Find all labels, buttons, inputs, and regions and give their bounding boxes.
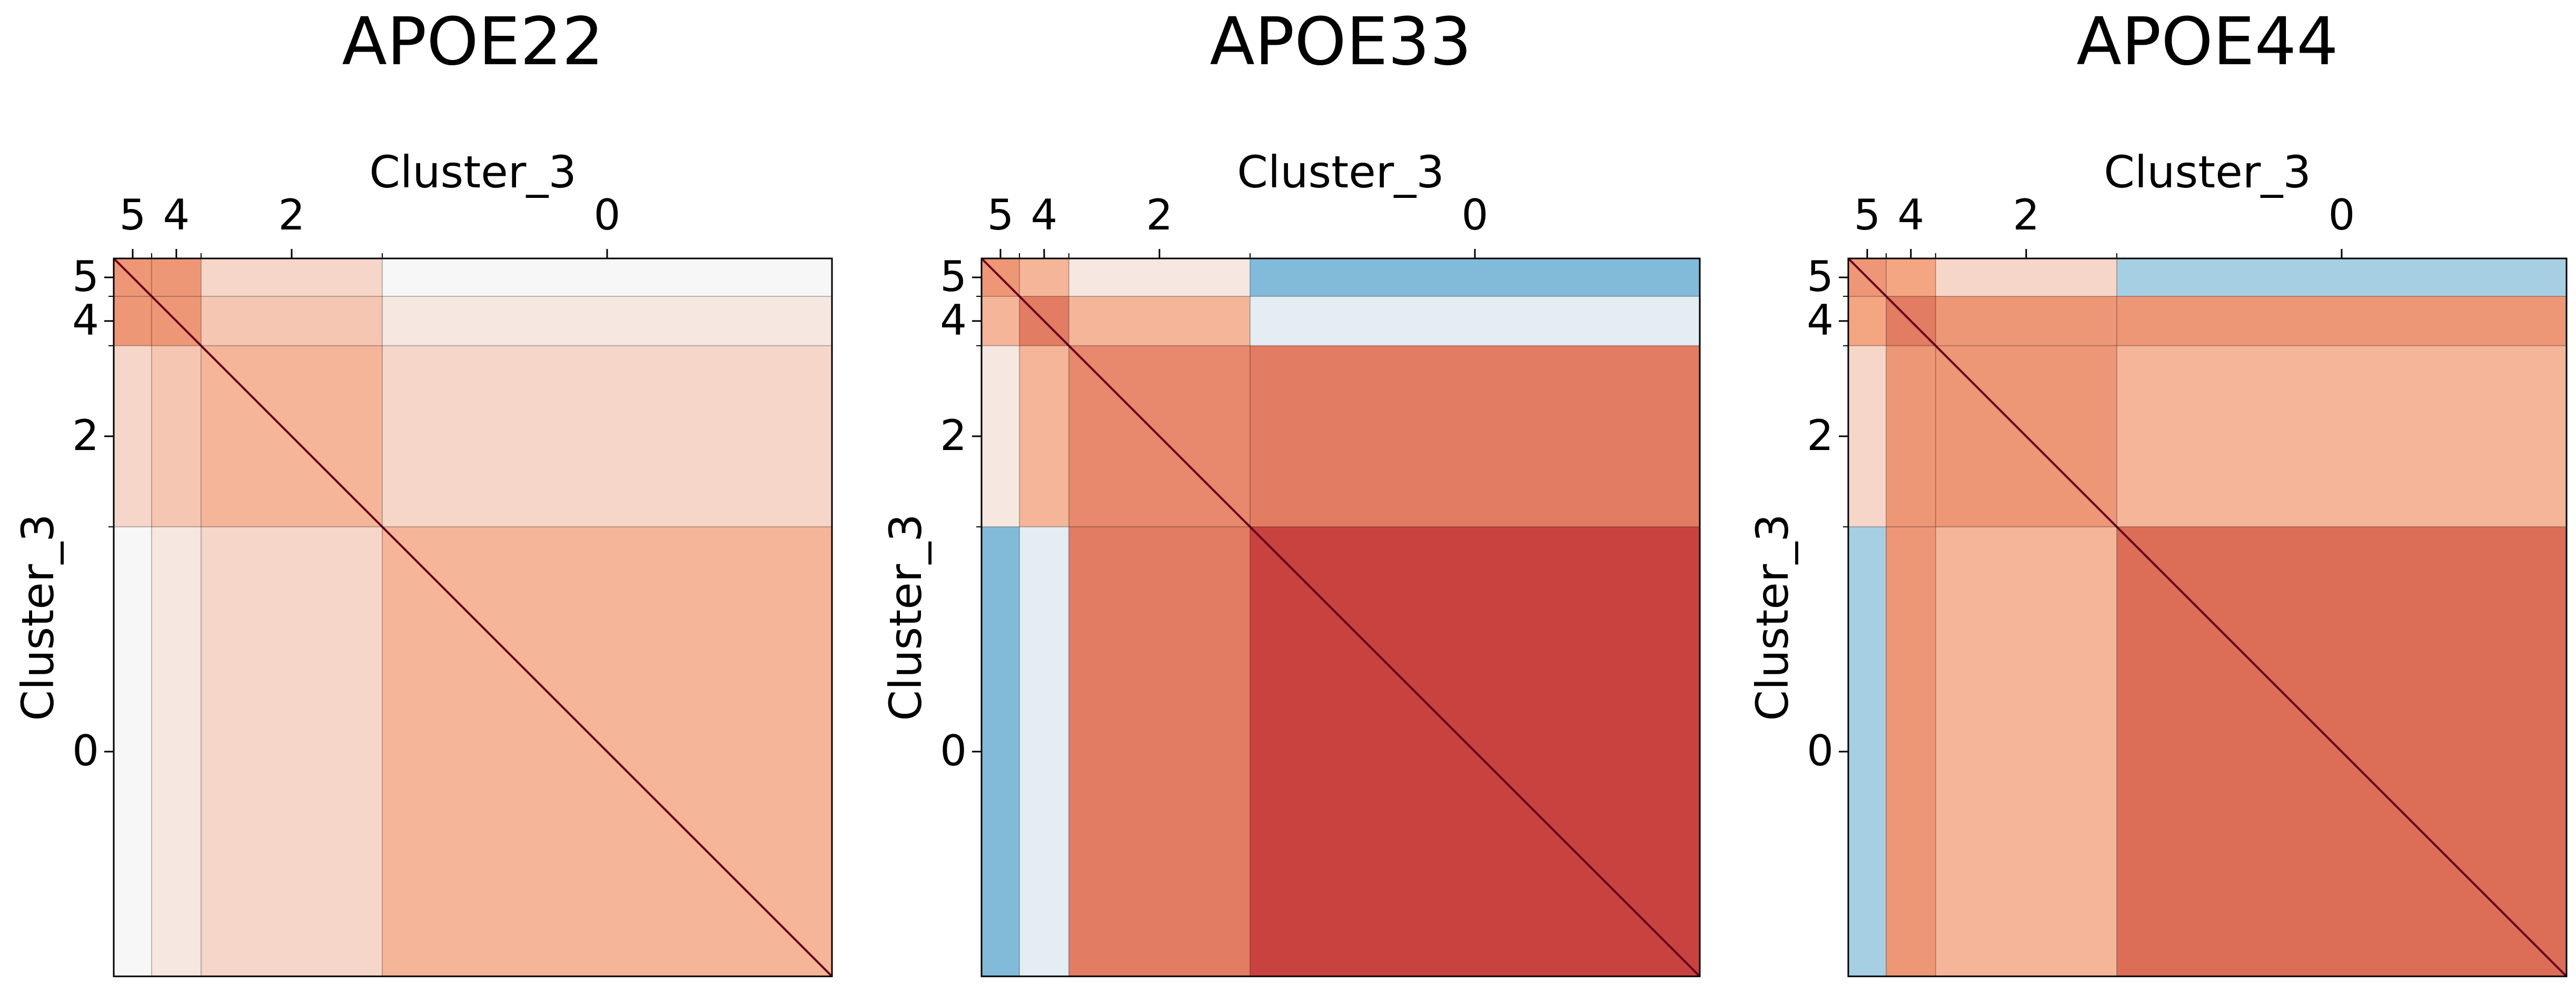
x-tick-label: 4 <box>1897 191 1924 239</box>
diagonal <box>980 257 1701 977</box>
plot-frame <box>1847 257 2568 977</box>
y-tick-label: 0 <box>1807 726 1834 775</box>
heatmap-cell <box>1068 526 1251 977</box>
y-tick-label: 4 <box>72 296 99 345</box>
heatmap-cell <box>382 296 833 346</box>
heatmap-cell <box>1068 296 1251 346</box>
y-tick-label: 0 <box>72 726 99 775</box>
y-tick-label: 0 <box>940 726 967 775</box>
chart-title: APOE44 <box>2076 4 2338 80</box>
heatmap-cell <box>1848 526 1887 977</box>
heatmap-cell <box>1848 345 1887 527</box>
x-tick-label: 2 <box>1146 191 1173 239</box>
heatmap-cell <box>201 296 383 346</box>
heatmap-cell <box>114 526 152 977</box>
heatmap-cell <box>2116 258 2567 297</box>
heatmap-cell <box>201 258 383 297</box>
x-axis-label: Cluster_3 <box>1237 146 1444 198</box>
heatmap-cell <box>1935 526 2117 977</box>
heatmap-cell <box>151 345 202 527</box>
heatmap-cell <box>1886 345 1936 527</box>
x-tick-label: 0 <box>1462 191 1489 239</box>
x-tick-label: 4 <box>163 191 190 239</box>
heatmap-cell <box>1250 345 1700 527</box>
y-tick-label: 5 <box>1807 252 1834 301</box>
diagonal <box>113 257 833 977</box>
x-tick-label: 2 <box>2013 191 2039 239</box>
heatmap-cell <box>151 258 202 297</box>
plot-frame <box>113 257 833 977</box>
heatmap-cell <box>982 345 1020 527</box>
x-tick-label: 4 <box>1031 191 1057 239</box>
heatmap-cell <box>1886 258 1936 297</box>
y-tick-label: 5 <box>72 252 99 301</box>
heatmap-cell <box>982 526 1020 977</box>
x-tick-label: 2 <box>278 191 305 239</box>
heatmap-cell <box>2116 345 2567 527</box>
heatmap-cell <box>1019 345 1069 527</box>
x-tick-label: 5 <box>1854 191 1881 239</box>
heatmap-cell <box>151 526 202 977</box>
heatmap-cell <box>382 345 833 527</box>
heatmap-cell <box>2116 296 2567 346</box>
heatmap-cell <box>114 296 152 346</box>
heatmap-cell <box>201 526 383 977</box>
y-tick-label: 2 <box>72 411 99 460</box>
heatmap-cell <box>1068 258 1251 297</box>
x-tick-label: 5 <box>120 191 146 239</box>
plot-frame <box>980 257 1701 977</box>
heatmap-cell <box>1019 258 1069 297</box>
heatmap-cell <box>114 345 152 527</box>
x-tick-label: 0 <box>594 191 621 239</box>
heatmap-cell <box>1935 258 2117 297</box>
heatmap-cell <box>1250 258 1700 297</box>
y-tick-label: 2 <box>940 411 967 460</box>
heatmap-cell <box>1886 526 1936 977</box>
y-axis-label: Cluster_3 <box>1747 514 1798 721</box>
heatmap-cell <box>982 296 1020 346</box>
chart-title: APOE22 <box>342 4 603 80</box>
heatmap-cell <box>382 258 833 297</box>
x-tick-label: 0 <box>2329 191 2355 239</box>
y-tick-label: 4 <box>940 296 967 345</box>
y-axis-label: Cluster_3 <box>880 514 932 721</box>
heatmap-cell <box>1848 296 1887 346</box>
heatmap-cell <box>1250 296 1700 346</box>
y-axis-label: Cluster_3 <box>12 514 64 721</box>
y-tick-label: 5 <box>940 252 967 301</box>
heatmap-cell <box>1019 526 1069 977</box>
x-axis-label: Cluster_3 <box>369 146 577 198</box>
chart-title: APOE33 <box>1210 4 1471 80</box>
x-tick-label: 5 <box>987 191 1014 239</box>
heatmap-cell <box>1935 296 2117 346</box>
diagonal <box>1847 257 2568 977</box>
y-tick-label: 4 <box>1807 296 1834 345</box>
y-tick-label: 2 <box>1807 411 1834 460</box>
x-axis-label: Cluster_3 <box>2104 146 2311 198</box>
